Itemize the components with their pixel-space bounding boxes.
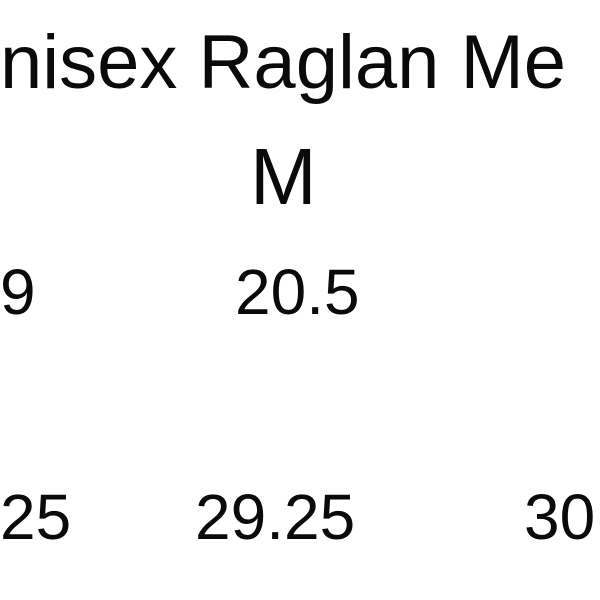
row2-next-size-value: 30 (524, 481, 596, 553)
row1-prev-size-value: 9 (0, 256, 36, 328)
row2-m-value: 29.25 (195, 481, 356, 553)
row1-m-value: 20.5 (235, 256, 360, 328)
row2-prev-size-value: 25 (0, 481, 72, 553)
chart-title: nisex Raglan Me (0, 20, 567, 105)
size-header-m: M (250, 132, 317, 221)
